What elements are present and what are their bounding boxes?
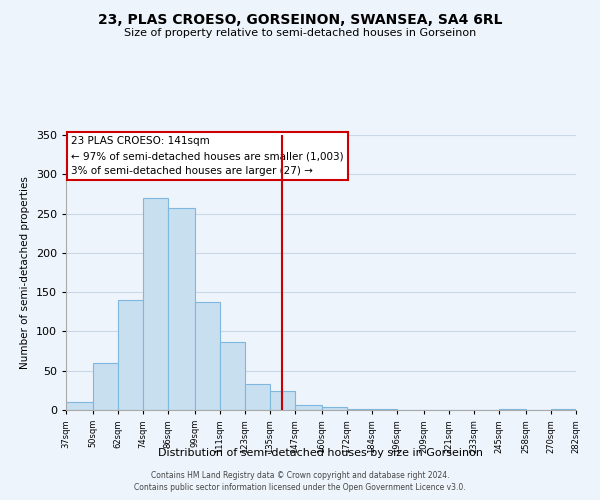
Bar <box>168 208 195 410</box>
Bar <box>93 363 118 410</box>
Bar <box>347 409 372 410</box>
Bar <box>270 391 295 410</box>
Text: Distribution of semi-detached houses by size in Gorseinon: Distribution of semi-detached houses by … <box>158 448 484 458</box>
Bar <box>118 300 143 410</box>
Bar <box>143 198 168 410</box>
Text: Contains HM Land Registry data © Crown copyright and database right 2024.
Contai: Contains HM Land Registry data © Crown c… <box>134 471 466 492</box>
Text: 23 PLAS CROESO: 141sqm
← 97% of semi-detached houses are smaller (1,003)
3% of s: 23 PLAS CROESO: 141sqm ← 97% of semi-det… <box>71 136 344 176</box>
Bar <box>66 402 93 410</box>
Bar <box>551 409 576 410</box>
Bar <box>322 407 347 410</box>
Y-axis label: Number of semi-detached properties: Number of semi-detached properties <box>20 176 30 369</box>
Text: 23, PLAS CROESO, GORSEINON, SWANSEA, SA4 6RL: 23, PLAS CROESO, GORSEINON, SWANSEA, SA4… <box>98 12 502 26</box>
Bar <box>220 342 245 410</box>
Bar <box>372 409 397 410</box>
Bar <box>295 404 322 410</box>
Bar <box>245 384 270 410</box>
Text: Size of property relative to semi-detached houses in Gorseinon: Size of property relative to semi-detach… <box>124 28 476 38</box>
Bar <box>195 302 220 410</box>
Bar <box>499 409 526 410</box>
